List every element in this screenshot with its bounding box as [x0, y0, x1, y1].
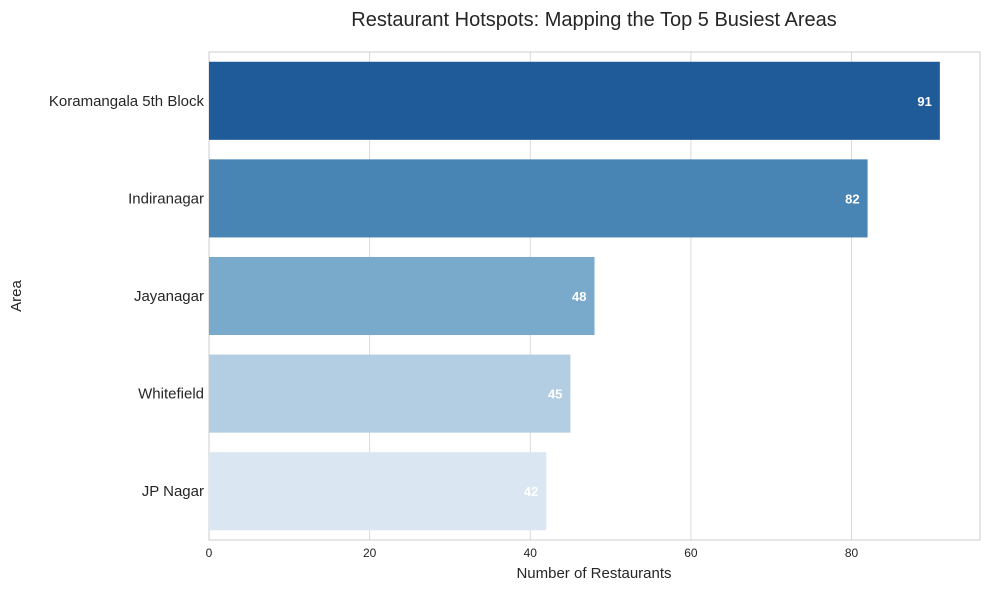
bar-value-label: 91: [917, 94, 931, 109]
y-axis-label: Area: [8, 280, 25, 312]
y-tick-label: Whitefield: [138, 386, 204, 403]
bar: [209, 256, 595, 336]
x-tick-labels: 0 20 40 60 80: [206, 546, 859, 560]
x-axis-label: Number of Restaurants: [516, 565, 671, 582]
x-tick-label: 40: [524, 546, 538, 560]
x-tick-label: 80: [845, 546, 859, 560]
y-tick-labels: Koramangala 5th Block Indiranagar Jayanaga…: [49, 93, 205, 500]
bar-value-label: 45: [548, 387, 562, 402]
bar-value-label: 82: [845, 191, 859, 206]
bar: [209, 452, 547, 531]
bar-value-label: 48: [572, 289, 586, 304]
y-tick-label: Indiranagar: [128, 190, 204, 207]
y-tick-label: JP Nagar: [142, 483, 204, 500]
y-tick-label: Koramangala 5th Block: [49, 93, 205, 110]
bar: [209, 159, 868, 238]
bars: 91 82 48 45 42: [209, 61, 940, 531]
bar-value-label: 42: [524, 484, 538, 499]
bar: [209, 354, 571, 433]
y-tick-label: Jayanagar: [134, 288, 204, 305]
chart-title: Restaurant Hotspots: Mapping the Top 5 B…: [351, 9, 836, 31]
x-tick-label: 0: [206, 546, 213, 560]
bar: [209, 61, 940, 140]
x-tick-label: 60: [684, 546, 698, 560]
x-tick-label: 20: [363, 546, 377, 560]
